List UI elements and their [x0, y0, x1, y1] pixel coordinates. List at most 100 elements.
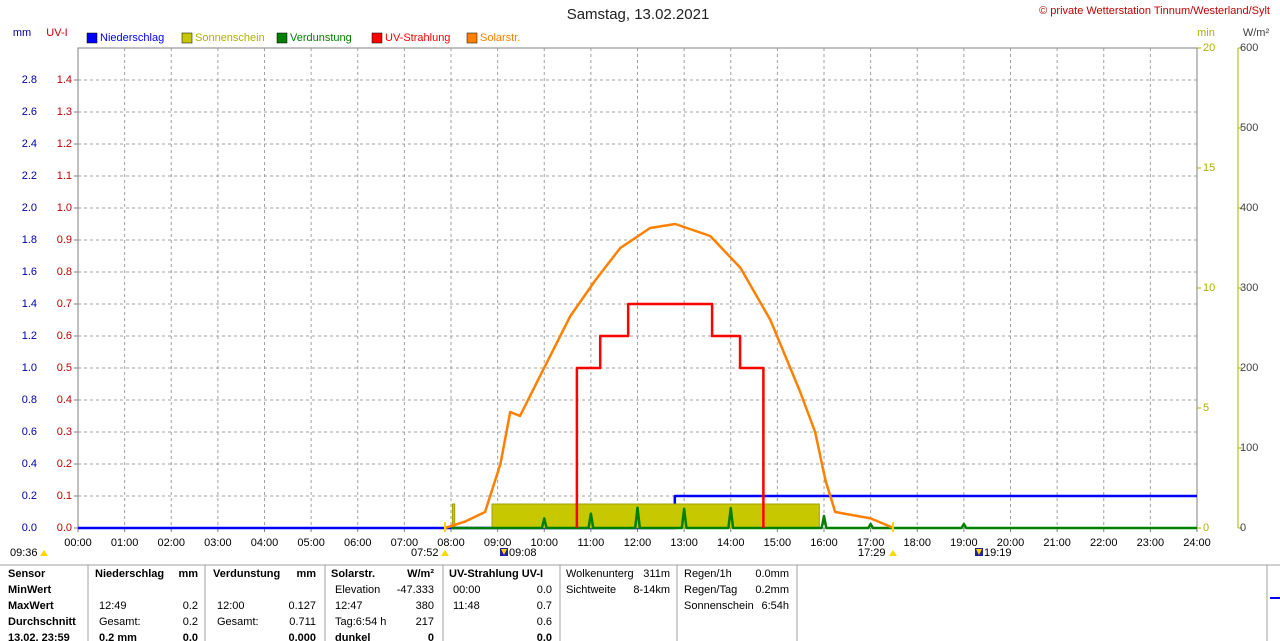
table-cell: Wolkenunterg	[566, 568, 634, 580]
x-tick-label: 01:00	[111, 537, 139, 549]
sun-icon	[889, 550, 897, 556]
table-cell: 0.0mm	[755, 568, 789, 580]
x-tick-label: 09:00	[484, 537, 512, 549]
table-cell: 0.000	[288, 632, 316, 641]
legend-swatch	[466, 32, 478, 44]
table-cell: 0.2	[183, 616, 198, 628]
legend-label: Verdunstung	[290, 32, 352, 44]
moon-marker: 19:19	[984, 547, 1012, 559]
table-cell: 11:48	[453, 600, 480, 612]
table-cell: 8-14km	[633, 584, 670, 596]
x-tick-label: 10:00	[530, 537, 558, 549]
table-cell: 12:49	[99, 600, 127, 612]
table-cell: 0	[428, 632, 434, 641]
y3-tick-label: 0	[1203, 522, 1209, 534]
x-tick-label: 23:00	[1137, 537, 1165, 549]
y-tick-label: 2.0	[22, 202, 37, 214]
series-line	[575, 302, 765, 528]
y4-tick-label: 0	[1240, 522, 1246, 534]
sun-icon	[40, 550, 48, 556]
legend-swatch	[276, 32, 288, 44]
y3-tick-label: 20	[1203, 42, 1215, 54]
y2-tick-label: 1.1	[57, 170, 72, 182]
table-cell: Regen/1h	[684, 568, 732, 580]
table-cell: 0.2	[183, 600, 198, 612]
table-header: W/m²	[407, 568, 434, 580]
table-cell: 0.711	[289, 616, 316, 628]
legend-label: Solarstr.	[480, 32, 520, 44]
x-tick-label: 07:00	[391, 537, 419, 549]
y2-tick-label: 0.7	[57, 298, 72, 310]
table-header: Verdunstung	[213, 568, 280, 580]
table-cell: Sonnenschein	[684, 600, 754, 612]
legend-swatch	[181, 32, 193, 44]
y-tick-label: 1.4	[22, 298, 37, 310]
table-cell: 0.127	[288, 600, 316, 612]
table-cell: Elevation	[335, 584, 380, 596]
table-cell: 12:47	[335, 600, 363, 612]
x-tick-label: 11:00	[578, 537, 605, 549]
copyright: © private Wetterstation Tinnum/Westerlan…	[1039, 5, 1270, 17]
table-header: Sensor	[8, 568, 46, 580]
table-header: mm	[296, 568, 316, 580]
table-cell: Gesamt:	[99, 616, 141, 628]
y4-tick-label: 500	[1240, 122, 1258, 134]
sun-marker: 07:52	[411, 547, 439, 559]
table-cell: -47.333	[397, 584, 434, 596]
y2-tick-label: 1.4	[57, 74, 72, 86]
x-tick-label: 22:00	[1090, 537, 1118, 549]
x-tick-label: 03:00	[204, 537, 232, 549]
table-cell: 12:00	[217, 600, 245, 612]
table-cell: 0.0	[183, 632, 198, 641]
table-header: Niederschlag	[95, 568, 164, 580]
moon-icon	[976, 549, 982, 555]
y-tick-label: 2.6	[22, 106, 37, 118]
table-cell: Tag:6:54 h	[335, 616, 386, 628]
series-line	[444, 222, 894, 530]
y3-tick-label: 15	[1203, 162, 1215, 174]
table-cell: 0.0	[537, 632, 552, 641]
y4-tick-label: 200	[1240, 362, 1258, 374]
x-tick-label: 08:00	[437, 537, 465, 549]
x-tick-label: 24:00	[1183, 537, 1211, 549]
table-cell: Durchschnitt	[8, 616, 76, 628]
y4-tick-label: 600	[1240, 42, 1258, 54]
y2-tick-label: 1.0	[57, 202, 72, 214]
y-tick-label: 1.2	[22, 330, 37, 342]
legend-label: Niederschlag	[100, 32, 164, 44]
y4-tick-label: 300	[1240, 282, 1258, 294]
y-tick-label: 1.6	[22, 266, 37, 278]
table-header: UV-Strahlung UV-I	[449, 568, 543, 580]
legend-swatch	[86, 32, 98, 44]
legend-label: Sonnenschein	[195, 32, 265, 44]
y-tick-label: 0.4	[22, 458, 37, 470]
time-marker: 09:36	[10, 547, 38, 559]
y2-tick-label: 1.2	[57, 138, 72, 150]
x-tick-label: 00:00	[64, 537, 92, 549]
table-cell: 00:00	[453, 584, 481, 596]
y2-unit: UV-I	[46, 27, 67, 39]
table-cell: 6:54h	[761, 600, 789, 612]
x-tick-label: 05:00	[297, 537, 325, 549]
table-cell: 0.2mm	[755, 584, 789, 596]
y-tick-label: 2.2	[22, 170, 37, 182]
table-cell: 380	[416, 600, 434, 612]
series-line	[451, 506, 1197, 530]
table-cell: Regen/Tag	[684, 584, 737, 596]
y2-tick-label: 1.3	[57, 106, 72, 118]
y-tick-label: 2.4	[22, 138, 37, 150]
table-cell: MinWert	[8, 584, 52, 596]
y-tick-label: 0.0	[22, 522, 37, 534]
y-tick-label: 2.8	[22, 74, 37, 86]
y2-tick-label: 0.0	[57, 522, 72, 534]
y3-unit: min	[1197, 27, 1215, 39]
y-tick-label: 1.0	[22, 362, 37, 374]
y-tick-label: 0.6	[22, 426, 37, 438]
y3-tick-label: 5	[1203, 402, 1209, 414]
table-cell: Sichtweite	[566, 584, 616, 596]
sun-icon	[441, 550, 449, 556]
x-tick-label: 17:00	[857, 537, 885, 549]
y2-tick-label: 0.2	[57, 458, 72, 470]
